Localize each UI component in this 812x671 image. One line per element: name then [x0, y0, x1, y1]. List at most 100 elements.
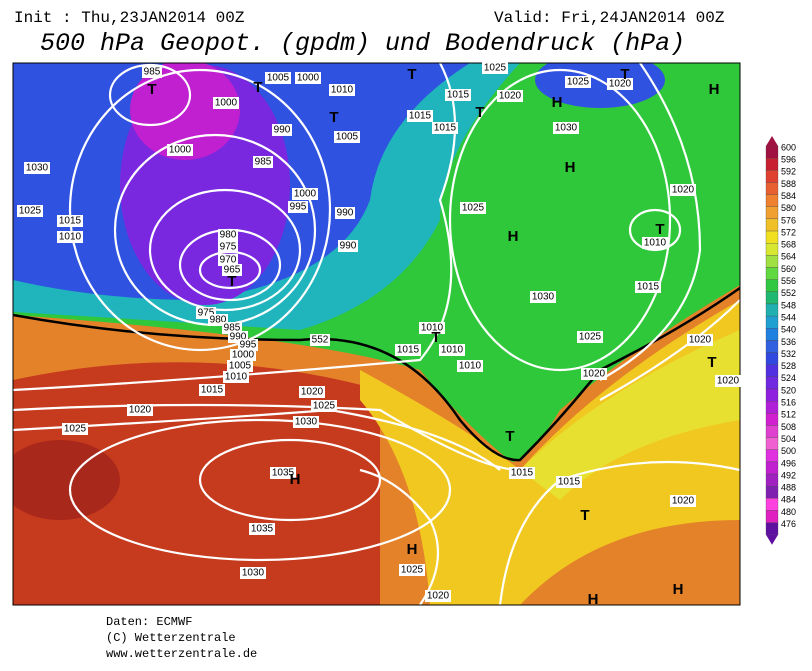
label-bg [238, 339, 258, 351]
label-bg [57, 215, 83, 227]
colorbar-label: 580 [781, 203, 796, 213]
colorbar-cell [765, 364, 779, 378]
colorbar-label: 536 [781, 337, 796, 347]
isobar-label: 1025 [567, 77, 590, 88]
colorbar-label: 592 [781, 167, 796, 177]
isobar-label: 995 [290, 202, 307, 213]
label-bg [24, 162, 50, 174]
label-bg [577, 331, 603, 343]
pressure-center: T [655, 221, 664, 238]
colorbar-cell [765, 461, 779, 475]
colorbar-label: 508 [781, 422, 796, 432]
label-bg [425, 590, 451, 602]
label-bg [565, 76, 591, 88]
label-bg [62, 423, 88, 435]
colorbar-cell [765, 449, 779, 463]
colorbar-label: 552 [781, 288, 796, 298]
colorbar-cell [765, 340, 779, 353]
label-bg [497, 90, 523, 102]
isobar-label: 1020 [717, 376, 740, 387]
isobar-label: 1000 [232, 350, 255, 361]
isobar-label: 1030 [295, 417, 318, 428]
label-bg [199, 384, 225, 396]
isobar-label: 1010 [225, 372, 248, 383]
isobar-label: 1000 [297, 73, 320, 84]
colorbar-cell [765, 473, 779, 487]
valid-time: Valid: Fri,24JAN2014 00Z [494, 9, 725, 27]
colorbar-label: 544 [781, 312, 796, 322]
colorbar-label: 476 [781, 519, 796, 529]
label-bg [670, 184, 696, 196]
isobar-label: 1015 [201, 385, 224, 396]
isobar-label: 1010 [331, 85, 354, 96]
url: www.wetterzentrale.de [106, 647, 257, 661]
isobar-label: 1000 [215, 98, 238, 109]
colorbar-label: 480 [781, 507, 796, 517]
isobar-label: 552 [312, 335, 329, 346]
label-bg [223, 371, 249, 383]
colorbar-label: 556 [781, 276, 796, 286]
isobar-label: 1015 [447, 90, 470, 101]
isobar-label: 1010 [459, 361, 482, 372]
colorbar-label: 488 [781, 483, 796, 493]
label-bg [222, 264, 242, 276]
label-bg [419, 322, 445, 334]
isobar-label: 1035 [272, 468, 295, 479]
label-bg [218, 241, 238, 253]
isobar-label: 1000 [169, 145, 192, 156]
colorbar-tip [766, 534, 778, 545]
label-bg [556, 476, 582, 488]
isobar-label: 990 [340, 241, 357, 252]
pressure-center: T [329, 109, 338, 126]
pressure-center: H [508, 228, 519, 245]
colorbar-cell [765, 267, 779, 280]
label-bg [142, 66, 162, 78]
colorbar-cell [765, 425, 779, 438]
zone [13, 440, 120, 520]
label-bg [240, 567, 266, 579]
pressure-center: H [588, 591, 599, 608]
isobar-label: 1020 [301, 387, 324, 398]
isobar-label: 1005 [229, 361, 252, 372]
colorbar-cell [765, 388, 779, 402]
colorbar-cell [765, 522, 779, 535]
label-bg [230, 349, 256, 361]
label-bg [272, 124, 292, 136]
pressure-center: T [407, 66, 416, 83]
label-bg [295, 72, 321, 84]
isobar-label: 1015 [409, 111, 432, 122]
isobar-label: 1000 [294, 189, 317, 200]
map-frame [12, 62, 741, 606]
colorbar-label: 512 [781, 410, 796, 420]
colorbar-label: 564 [781, 252, 796, 262]
colorbar-cell [765, 498, 779, 511]
label-bg [227, 360, 253, 372]
label-bg [127, 404, 153, 416]
isobar-label: 1025 [579, 332, 602, 343]
isobar-label: 965 [224, 265, 241, 276]
label-bg [642, 237, 668, 249]
isobar-label: 1020 [609, 79, 632, 90]
pressure-center: T [475, 104, 484, 121]
isobar-label: 1005 [336, 132, 359, 143]
colorbar-label: 560 [781, 264, 796, 274]
isobar-label: 1015 [434, 123, 457, 134]
isobar-label: 1025 [19, 206, 42, 217]
pressure-center: H [709, 81, 720, 98]
pressure-center: T [707, 354, 716, 371]
colorbar-label: 540 [781, 325, 796, 335]
zone [13, 362, 380, 605]
label-bg [213, 97, 239, 109]
isobar-label: 975 [220, 242, 237, 253]
label-bg [395, 344, 421, 356]
colorbar-cell [765, 230, 779, 244]
isobar-label: 1020 [689, 335, 712, 346]
label-bg [329, 84, 355, 96]
isobar-label: 985 [144, 67, 161, 78]
colorbar-cell [765, 145, 779, 159]
isobar-label: 980 [220, 230, 237, 241]
isobar-label: 1030 [532, 292, 555, 303]
colorbar-cell [765, 243, 779, 256]
colorbar-label: 516 [781, 398, 796, 408]
label-bg [460, 202, 486, 214]
